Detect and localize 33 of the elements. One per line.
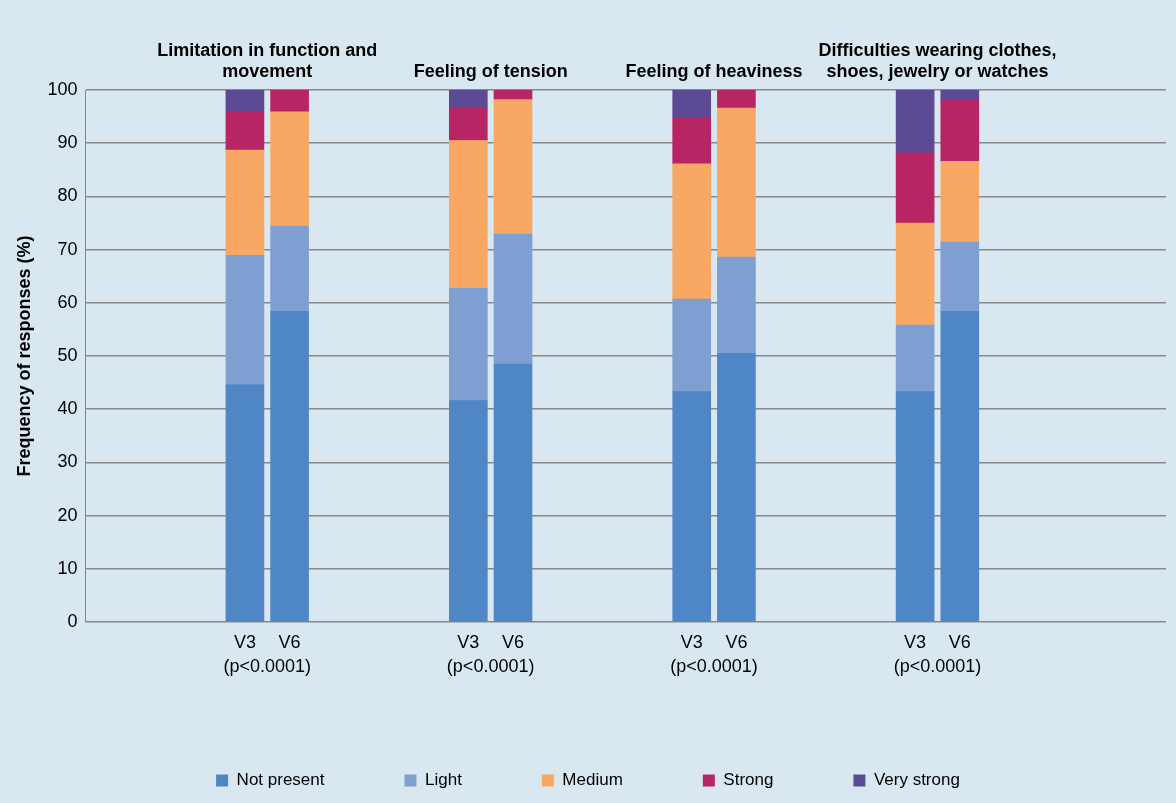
y-tick-label: 80	[57, 185, 78, 206]
y-tick-label: 20	[57, 504, 78, 525]
text: (p<0.0001)	[670, 656, 758, 677]
legend-label: Very strong	[873, 770, 960, 790]
text: Limitation in function and movement	[156, 40, 379, 82]
x-tick-label: V6	[278, 631, 301, 652]
y-tick-label: 60	[57, 291, 78, 312]
text: (p<0.0001)	[446, 656, 535, 677]
text: Feeling of heaviness	[625, 61, 803, 81]
y-tick-label: 10	[57, 557, 78, 578]
legend-label: Medium	[562, 770, 623, 790]
x-tick-label: V3	[680, 631, 703, 652]
y-tick-label: 0	[67, 610, 78, 631]
x-tick-label: V6	[725, 631, 748, 652]
y-tick-label: 70	[57, 238, 78, 259]
y-tick-label: 100	[47, 78, 78, 99]
y-tick-label: 40	[57, 398, 78, 419]
legend-label: Strong	[723, 770, 774, 790]
text: (p<0.0001)	[223, 656, 312, 677]
x-tick-label: V6	[948, 631, 971, 652]
x-tick-label: V3	[904, 631, 927, 652]
y-tick-label: 50	[57, 344, 78, 365]
x-tick-label: V6	[501, 631, 525, 652]
y-tick-label: 90	[57, 132, 78, 153]
x-tick-label: V3	[457, 631, 480, 652]
text: Difficulties wearing clothes, shoes, jewelry or watches	[817, 40, 1058, 82]
y-axis-title: Frequency of responses (%)	[13, 235, 34, 477]
x-tick-label: V3	[233, 631, 256, 652]
legend-label: Not present	[236, 770, 325, 790]
text: (p<0.0001)	[893, 656, 982, 677]
text: Feeling of tension	[412, 61, 569, 82]
legend-label: Light	[424, 770, 463, 790]
y-tick-label: 30	[57, 451, 78, 472]
